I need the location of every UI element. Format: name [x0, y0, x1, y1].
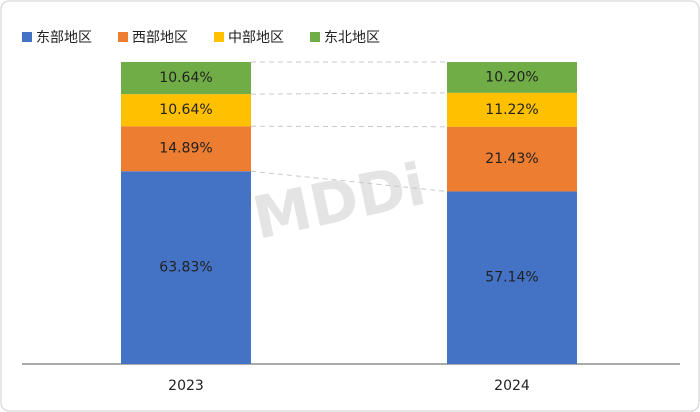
value-label: 10.64% [159, 70, 212, 86]
connector [250, 170, 448, 192]
bar-segment [121, 62, 251, 95]
bar-segment [447, 62, 577, 93]
legend-label: 中部地区 [228, 30, 284, 46]
x-tick-label: 2024 [494, 378, 530, 394]
value-label: 14.89% [159, 141, 212, 157]
legend-label: 西部地区 [132, 30, 188, 46]
value-label: 11.22% [485, 102, 538, 118]
x-tick-label: 2023 [168, 378, 204, 394]
connector [250, 92, 448, 95]
legend-label: 东北地区 [324, 30, 380, 46]
legend-label: 东部地区 [36, 30, 92, 46]
bar-segment [121, 94, 251, 127]
bar-segment [447, 92, 577, 127]
legend-swatch [214, 32, 224, 42]
bar-segment [447, 191, 577, 364]
legend-swatch [118, 32, 128, 42]
bar-segment [121, 126, 251, 172]
value-label: 10.20% [485, 69, 538, 85]
bar-segment [447, 126, 577, 192]
legend-swatch [310, 32, 320, 42]
bar-segment [121, 171, 251, 364]
value-label: 10.64% [159, 102, 212, 118]
legend-swatch [22, 32, 32, 42]
value-label: 63.83% [159, 260, 212, 276]
value-label: 21.43% [485, 151, 538, 167]
value-label: 57.14% [485, 270, 538, 286]
